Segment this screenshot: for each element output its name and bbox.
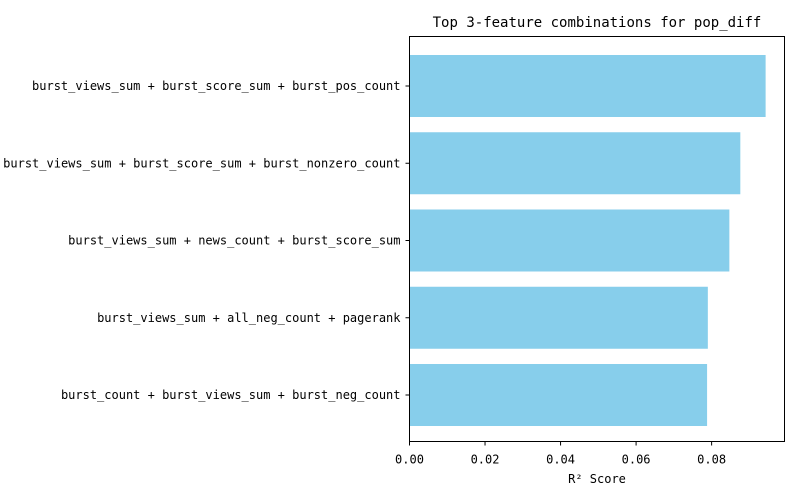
x-tick-label: 0.04 xyxy=(546,453,575,467)
x-tick-label: 0.06 xyxy=(622,453,651,467)
x-tick-label: 0.00 xyxy=(395,453,424,467)
y-axis-ticks: burst_views_sum + burst_score_sum + burs… xyxy=(3,79,410,402)
x-axis-ticks: 0.00 0.02 0.04 0.06 0.08 xyxy=(395,441,726,467)
bar xyxy=(409,364,708,426)
y-tick-label: burst_count + burst_views_sum + burst_ne… xyxy=(61,388,401,402)
plot-frame xyxy=(409,36,785,442)
bar xyxy=(409,286,708,349)
x-tick-label: 0.02 xyxy=(471,453,500,467)
bar xyxy=(409,132,741,195)
bar xyxy=(409,209,730,272)
y-tick-label: burst_views_sum + burst_score_sum + burs… xyxy=(32,79,400,93)
bars-group xyxy=(409,55,766,426)
y-tick-label: burst_views_sum + all_neg_count + pagera… xyxy=(97,311,401,325)
y-tick-label: burst_views_sum + burst_score_sum + burs… xyxy=(3,156,400,170)
x-tick-label: 0.08 xyxy=(697,453,726,467)
y-tick-label: burst_views_sum + news_count + burst_sco… xyxy=(68,234,400,248)
x-axis-label: R² Score xyxy=(568,472,626,486)
chart-title: Top 3-feature combinations for pop_diff xyxy=(433,15,762,31)
bar xyxy=(409,55,766,117)
